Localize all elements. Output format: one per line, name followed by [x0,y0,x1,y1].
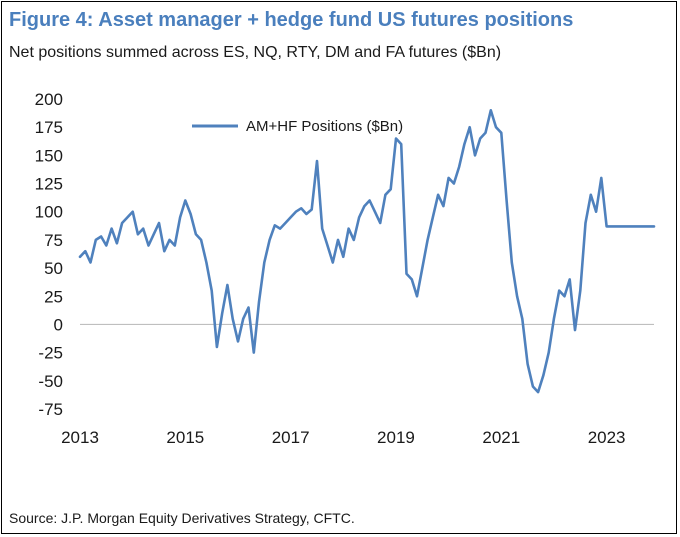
y-tick-label: 50 [44,259,63,278]
x-axis-ticks: 2013 2015 2017 2019 2021 2023 [61,428,625,447]
y-tick-label: 25 [44,287,63,306]
legend-label: AM+HF Positions ($Bn) [246,118,403,135]
y-tick-label: 100 [35,203,63,222]
y-tick-label: 175 [35,118,63,137]
legend: AM+HF Positions ($Bn) [192,118,403,135]
chart-source: Source: J.P. Morgan Equity Derivatives S… [9,510,355,526]
y-tick-label: 125 [35,175,63,194]
y-tick-label: 0 [54,315,63,334]
x-tick-label: 2015 [166,428,204,447]
y-tick-label: -50 [38,372,63,391]
y-tick-label: -25 [38,344,63,363]
y-tick-label: 150 [35,146,63,165]
chart-subtitle: Net positions summed across ES, NQ, RTY,… [9,44,502,61]
y-tick-label: 75 [44,231,63,250]
x-tick-label: 2023 [588,428,626,447]
y-axis-ticks: 200 175 150 125 100 75 50 25 0 -25 -50 -75 [35,90,63,419]
series-line-am-hf-positions [78,109,656,394]
x-tick-label: 2013 [61,428,99,447]
x-tick-label: 2017 [272,428,310,447]
x-tick-label: 2021 [482,428,520,447]
y-tick-label: -75 [38,400,63,419]
y-tick-label: 200 [35,90,63,109]
x-tick-label: 2019 [377,428,415,447]
chart-title: Figure 4: Asset manager + hedge fund US … [9,9,574,31]
